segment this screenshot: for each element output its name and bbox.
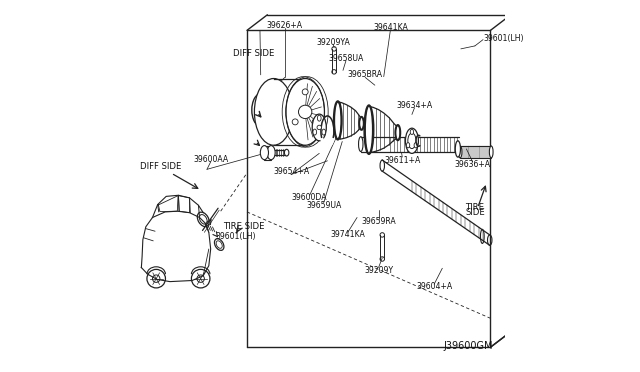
Text: SIDE: SIDE	[465, 208, 484, 217]
Ellipse shape	[332, 70, 336, 74]
Ellipse shape	[286, 78, 324, 145]
Text: TIRE SIDE: TIRE SIDE	[223, 222, 265, 231]
Text: DIFF SIDE: DIFF SIDE	[140, 162, 181, 171]
Text: TIRE: TIRE	[465, 203, 484, 212]
Circle shape	[317, 125, 321, 130]
Ellipse shape	[322, 129, 326, 135]
Text: 39741KA: 39741KA	[330, 230, 365, 240]
Ellipse shape	[380, 257, 385, 261]
Text: 39600DA: 39600DA	[292, 193, 328, 202]
Text: 39209YA: 39209YA	[316, 38, 350, 47]
Ellipse shape	[332, 46, 336, 51]
Text: 39659UA: 39659UA	[306, 201, 341, 210]
FancyBboxPatch shape	[134, 1, 506, 371]
Ellipse shape	[312, 114, 326, 141]
Circle shape	[292, 119, 298, 125]
Ellipse shape	[405, 128, 419, 153]
Text: 39600AA: 39600AA	[193, 155, 228, 164]
Text: 39641KA: 39641KA	[373, 23, 408, 32]
Ellipse shape	[481, 230, 484, 243]
Text: 3965BRA: 3965BRA	[348, 70, 383, 79]
Ellipse shape	[410, 129, 413, 135]
Ellipse shape	[396, 126, 400, 140]
Text: DIFF SIDE: DIFF SIDE	[234, 49, 275, 58]
Text: 39659RA: 39659RA	[361, 217, 396, 226]
Ellipse shape	[406, 142, 410, 148]
Ellipse shape	[488, 235, 492, 245]
Circle shape	[302, 89, 308, 95]
Ellipse shape	[408, 133, 416, 148]
Ellipse shape	[317, 115, 321, 121]
Text: 39654+A: 39654+A	[273, 167, 309, 176]
Text: 39634+A: 39634+A	[396, 101, 433, 110]
Ellipse shape	[380, 160, 385, 171]
Ellipse shape	[284, 149, 289, 156]
Ellipse shape	[490, 146, 493, 158]
Ellipse shape	[252, 94, 269, 126]
Ellipse shape	[365, 106, 372, 153]
Ellipse shape	[358, 137, 363, 151]
Text: 39611+A: 39611+A	[384, 155, 420, 164]
Ellipse shape	[380, 233, 385, 237]
Text: 39601(LH): 39601(LH)	[483, 34, 524, 43]
Ellipse shape	[267, 145, 275, 160]
Text: 39604+A: 39604+A	[416, 282, 452, 291]
Ellipse shape	[255, 100, 266, 120]
Ellipse shape	[458, 146, 462, 158]
Circle shape	[298, 105, 312, 119]
Ellipse shape	[313, 129, 317, 135]
Text: 39636+A: 39636+A	[454, 160, 491, 169]
Ellipse shape	[335, 102, 341, 139]
Text: 39658UA: 39658UA	[328, 54, 364, 62]
Text: 39209Y: 39209Y	[364, 266, 393, 275]
Text: 39601(LH): 39601(LH)	[216, 231, 256, 241]
Ellipse shape	[260, 145, 269, 160]
Text: J39600GM: J39600GM	[444, 341, 493, 351]
Circle shape	[312, 119, 318, 125]
Text: 39626+A: 39626+A	[267, 22, 303, 31]
Ellipse shape	[360, 118, 364, 129]
Ellipse shape	[414, 142, 417, 148]
Ellipse shape	[455, 141, 460, 157]
Ellipse shape	[255, 78, 293, 145]
